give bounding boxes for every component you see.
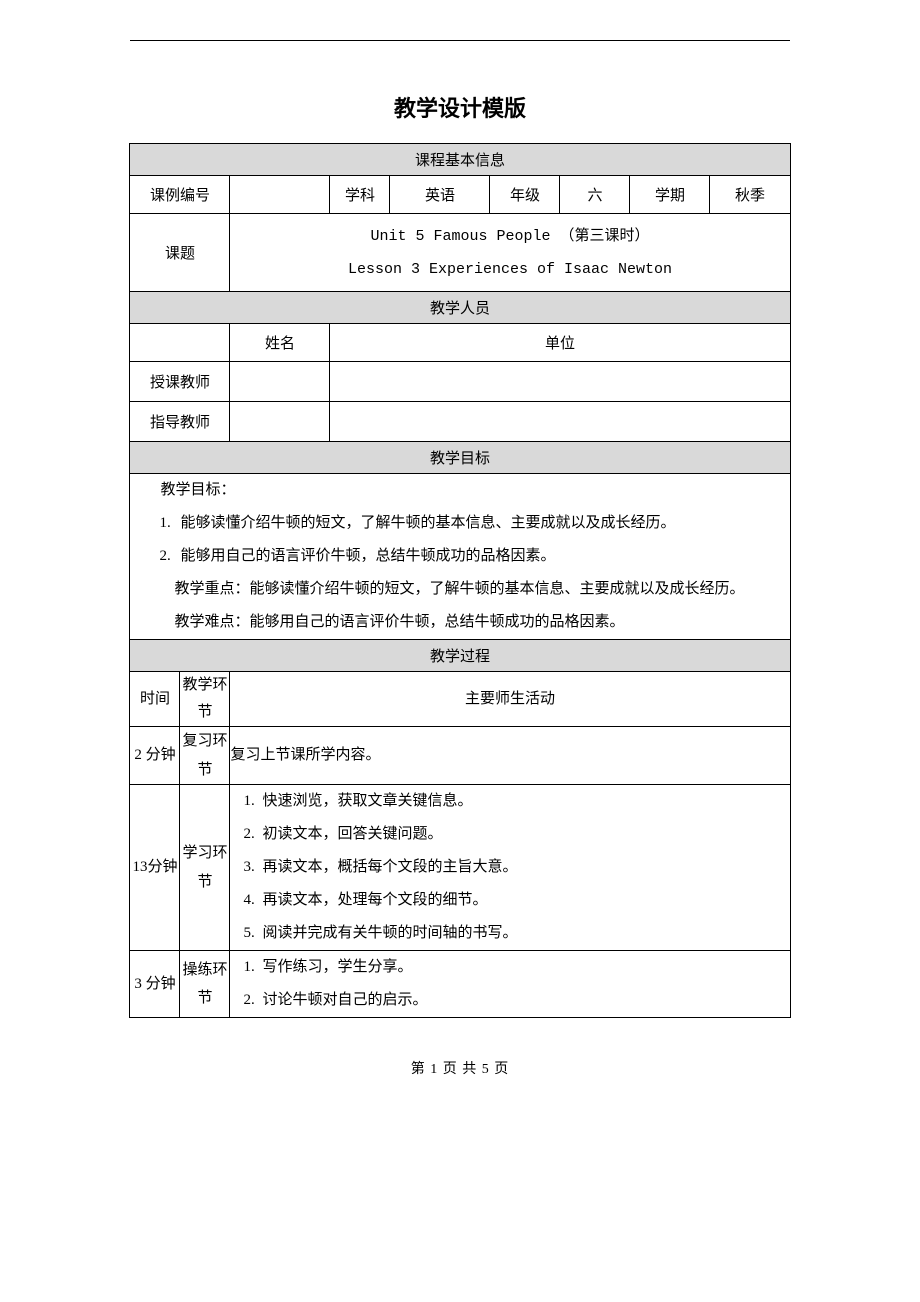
teacher-unit (330, 362, 790, 402)
proc-r2-a5: 阅读并完成有关牛顿的时间轴的书写。 (258, 917, 789, 950)
proc-r3-a1: 写作练习，学生分享。 (258, 951, 789, 984)
proc-r2-a3: 再读文本，概括每个文段的主旨大意。 (258, 851, 789, 884)
top-rule (130, 40, 790, 41)
proc-r2-time: 13分钟 (130, 785, 180, 951)
topic-cell: Unit 5 Famous People （第三课时） Lesson 3 Exp… (230, 214, 790, 292)
case-no-label: 课例编号 (130, 176, 230, 214)
subject-value: 英语 (390, 176, 490, 214)
grade-label: 年级 (490, 176, 560, 214)
term-value: 秋季 (710, 176, 790, 214)
proc-head-time: 时间 (130, 672, 180, 727)
proc-r3-act: 写作练习，学生分享。 讨论牛顿对自己的启示。 (230, 951, 790, 1018)
proc-r1-seg: 复习环节 (180, 727, 230, 785)
section-staff: 教学人员 (130, 292, 790, 324)
proc-r1-act: 复习上节课所学内容。 (230, 727, 790, 785)
teaching-difficulty: 教学难点：能够用自己的语言评价牛顿，总结牛顿成功的品格因素。 (174, 606, 753, 639)
goal-item-2: 能够用自己的语言评价牛顿，总结牛顿成功的品格因素。 (174, 540, 753, 573)
proc-r1-time: 2 分钟 (130, 727, 180, 785)
topic-line1: Unit 5 Famous People （第三课时） (230, 220, 789, 253)
proc-r3-time: 3 分钟 (130, 951, 180, 1018)
case-no-value (230, 176, 330, 214)
teaching-focus: 教学重点：能够读懂介绍牛顿的短文，了解牛顿的基本信息、主要成就以及成长经历。 (174, 573, 753, 606)
proc-r2-a4: 再读文本，处理每个文段的细节。 (258, 884, 789, 917)
name-label: 姓名 (230, 324, 330, 362)
topic-label: 课题 (130, 214, 230, 292)
proc-r2-act: 快速浏览，获取文章关键信息。 初读文本，回答关键问题。 再读文本，概括每个文段的… (230, 785, 790, 951)
section-goals: 教学目标 (130, 442, 790, 474)
proc-r2-a1: 快速浏览，获取文章关键信息。 (258, 785, 789, 818)
teacher-label: 授课教师 (130, 362, 230, 402)
proc-head-segment: 教学环节 (180, 672, 230, 727)
advisor-name (230, 402, 330, 442)
page-footer: 第 1 页 共 5 页 (0, 1058, 920, 1078)
proc-r3-a2: 讨论牛顿对自己的启示。 (258, 984, 789, 1017)
goal-item-1: 能够读懂介绍牛顿的短文，了解牛顿的基本信息、主要成就以及成长经历。 (174, 507, 753, 540)
section-basic-info: 课程基本信息 (130, 144, 790, 176)
proc-r3-seg: 操练环节 (180, 951, 230, 1018)
teacher-name (230, 362, 330, 402)
subject-label: 学科 (330, 176, 390, 214)
goals-cell: 教学目标： 能够读懂介绍牛顿的短文，了解牛顿的基本信息、主要成就以及成长经历。 … (130, 474, 790, 640)
proc-r2-seg: 学习环节 (180, 785, 230, 951)
grade-value: 六 (560, 176, 630, 214)
proc-head-activity: 主要师生活动 (230, 672, 790, 727)
proc-r2-a2: 初读文本，回答关键问题。 (258, 818, 789, 851)
goals-heading: 教学目标： (130, 474, 789, 507)
advisor-label: 指导教师 (130, 402, 230, 442)
topic-line2: Lesson 3 Experiences of Isaac Newton (230, 253, 789, 286)
lesson-plan-table: 课程基本信息 课例编号 学科 英语 年级 六 学期 秋季 课题 Unit 5 F… (129, 143, 790, 1018)
staff-blank (130, 324, 230, 362)
unit-label: 单位 (330, 324, 790, 362)
page-title: 教学设计模版 (0, 91, 920, 123)
advisor-unit (330, 402, 790, 442)
term-label: 学期 (630, 176, 710, 214)
section-process: 教学过程 (130, 640, 790, 672)
